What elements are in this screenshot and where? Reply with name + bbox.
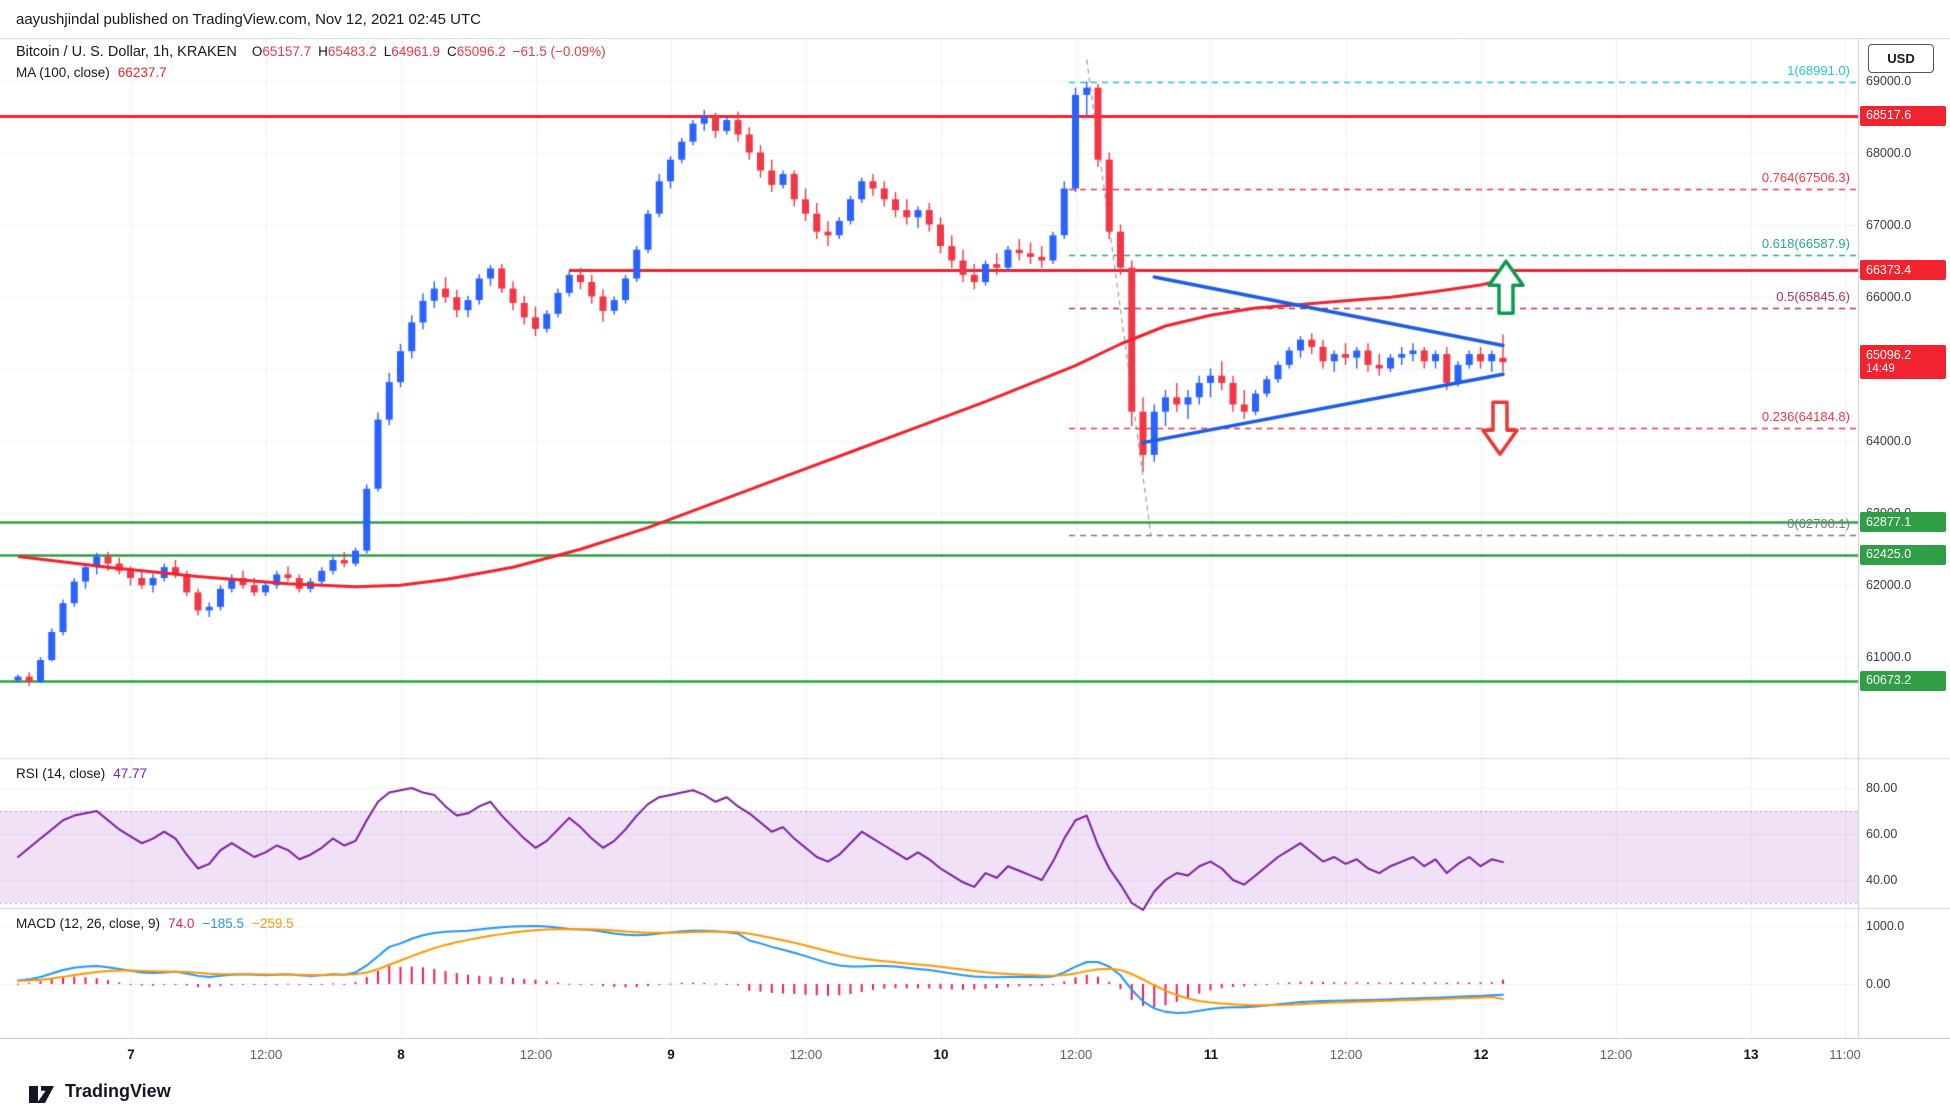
- time-tick-label: 12: [1473, 1047, 1489, 1062]
- rsi-value: 47.77: [113, 766, 148, 781]
- brand-name: TradingView: [65, 1081, 171, 1101]
- macd-line-value: −185.5: [202, 916, 245, 931]
- ma-legend[interactable]: MA (100, close) 66237.7: [16, 65, 606, 80]
- price-tick-label: 69000.0: [1866, 74, 1912, 89]
- rsi-tick-label: 40.00: [1866, 873, 1898, 887]
- time-tick-label: 12:00: [1599, 1047, 1633, 1062]
- time-tick-label: 11:00: [1829, 1047, 1861, 1062]
- time-tick-label: 12:00: [519, 1047, 553, 1062]
- ohlc-low-value: 64961.9: [391, 44, 441, 59]
- time-tick-label: 10: [933, 1047, 949, 1062]
- rsi-label: RSI (14, close): [16, 766, 106, 781]
- time-tick-label: 13: [1743, 1047, 1759, 1062]
- price-scale[interactable]: USD 69000.068000.067000.066000.065000.06…: [1858, 38, 1950, 1070]
- time-tick-label: 12:00: [1059, 1047, 1093, 1062]
- chart-legend: Bitcoin / U. S. Dollar, 1h, KRAKEN O65157…: [16, 44, 606, 80]
- macd-tick-label: 1000.0: [1866, 919, 1905, 933]
- price-tick-label: 61000.0: [1866, 650, 1912, 665]
- publish-info: aayushjindal published on TradingView.co…: [16, 10, 482, 28]
- macd-label: MACD (12, 26, close, 9): [16, 916, 161, 931]
- price-chart-canvas[interactable]: [0, 0, 1950, 1040]
- time-tick-label: 12:00: [249, 1047, 283, 1062]
- time-tick-label: 9: [667, 1047, 675, 1062]
- publish-bar: aayushjindal published on TradingView.co…: [0, 0, 1950, 38]
- price-tick-label: 68000.0: [1866, 146, 1912, 161]
- price-badge: 65096.2 14:49: [1860, 345, 1946, 380]
- ma-value: 66237.7: [117, 65, 167, 80]
- macd-legend[interactable]: MACD (12, 26, close, 9) 74.0 −185.5 −259.5: [16, 916, 294, 931]
- rsi-tick-label: 80.00: [1866, 781, 1898, 795]
- ohlc-high-key: H: [318, 44, 328, 59]
- currency-toggle-button[interactable]: USD: [1868, 44, 1934, 73]
- time-tick-label: 12:00: [789, 1047, 823, 1062]
- ohlc-close-key: C: [447, 44, 457, 59]
- price-badge: 62877.1: [1860, 512, 1946, 533]
- price-badge: 68517.6: [1860, 105, 1946, 126]
- footer-bar: TradingView: [0, 1070, 1950, 1113]
- time-tick-label: 8: [397, 1047, 405, 1062]
- ohlc-open-key: O: [251, 44, 263, 59]
- ohlc-open-value: 65157.7: [262, 44, 312, 59]
- price-tick-label: 62000.0: [1866, 578, 1912, 593]
- ohlc-low-key: L: [383, 44, 392, 59]
- ohlc-close-value: 65096.2: [456, 44, 506, 59]
- symbol-title: Bitcoin / U. S. Dollar, 1h, KRAKEN: [16, 44, 237, 60]
- price-badge: 60673.2: [1860, 670, 1946, 691]
- macd-hist-value: 74.0: [168, 916, 195, 931]
- symbol-legend[interactable]: Bitcoin / U. S. Dollar, 1h, KRAKEN O65157…: [16, 44, 606, 60]
- change-value: −61.5 (−0.09%): [512, 44, 606, 59]
- price-tick-label: 67000.0: [1866, 218, 1912, 233]
- macd-tick-label: 0.00: [1866, 977, 1891, 991]
- price-badge: 66373.4: [1860, 260, 1946, 281]
- tradingview-logo[interactable]: [28, 1078, 55, 1105]
- price-tick-label: 66000.0: [1866, 290, 1912, 305]
- rsi-tick-label: 60.00: [1866, 827, 1898, 841]
- price-badge: 62425.0: [1860, 544, 1946, 565]
- ma-label: MA (100, close): [16, 65, 110, 80]
- price-tick-label: 64000.0: [1866, 434, 1912, 449]
- macd-signal-value: −259.5: [252, 916, 294, 931]
- time-tick-label: 11: [1203, 1047, 1219, 1062]
- time-tick-label: 7: [127, 1047, 135, 1062]
- time-tick-label: 12:00: [1329, 1047, 1363, 1062]
- rsi-legend[interactable]: RSI (14, close) 47.77: [16, 766, 147, 781]
- time-scale[interactable]: 7 12:00 8 12:00 9 12:00 10 12:00 11 12:00 12 12:00 1…: [0, 1038, 1950, 1070]
- ohlc-high-value: 65483.2: [327, 44, 377, 59]
